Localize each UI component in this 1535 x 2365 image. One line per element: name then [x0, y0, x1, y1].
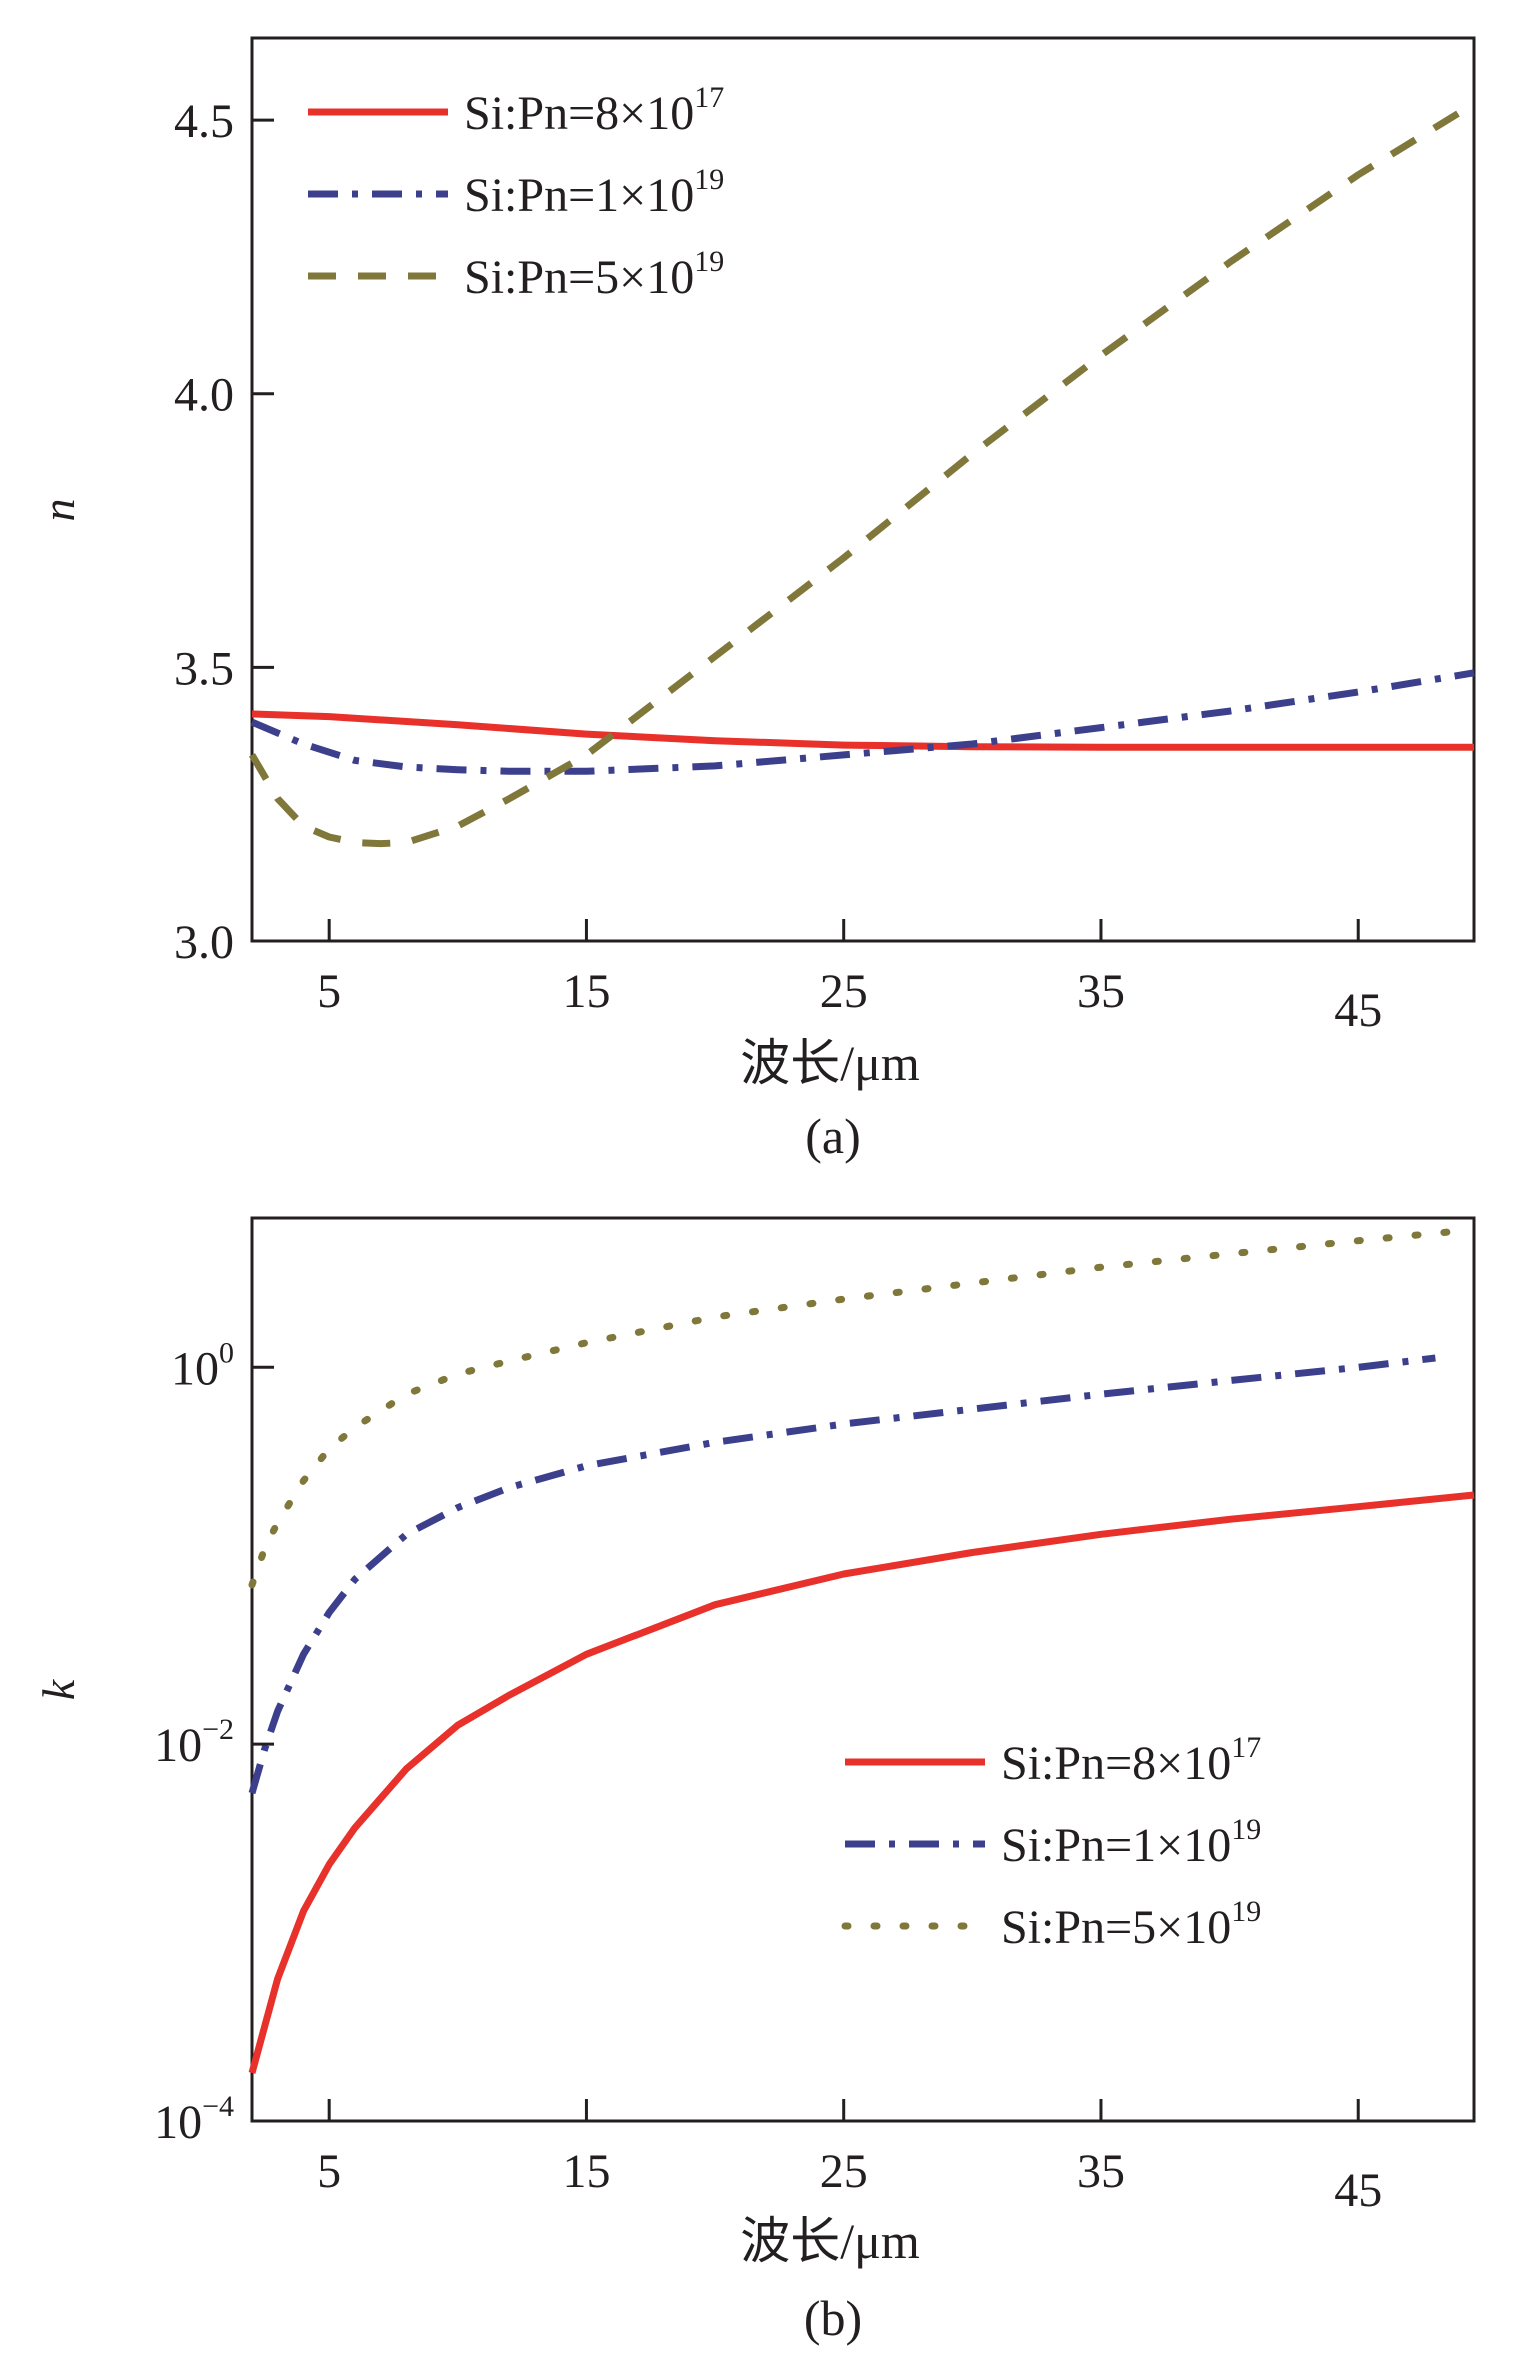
panel-b-y-axis-label: k [33, 1678, 84, 1700]
panel-b-y-tick-label: 10−2 [154, 1713, 234, 1772]
panel-b-x-axis-label: 波长/μm [740, 2213, 920, 2269]
panel-b-series-1-line [248, 1491, 1475, 2074]
panel-a-y-tick-label: 4.0 [174, 369, 234, 422]
panel-a-x-tick-label: 35 [1077, 965, 1125, 1018]
panel-a-x-tick-label: 25 [820, 965, 868, 1018]
panel-a-x-tick-label: 45 [1334, 984, 1382, 1037]
panel-b-axes: 5 15 25 35 45 100 10−2 10−4 [154, 1336, 1382, 2217]
panel-a-y-axis-label: n [33, 499, 84, 522]
panel-b-legend-label-2: Si:Pn=1×1019 [1001, 1813, 1261, 1872]
panel-a-legend-label-2: Si:Pn=1×1019 [464, 163, 724, 222]
panel-b-x-tick-label: 25 [820, 2145, 868, 2198]
panel-a-legend: Si:Pn=8×1017 Si:Pn=1×1019 Si:Pn=5×1019 [308, 81, 724, 304]
panel-b-legend-label-3: Si:Pn=5×1019 [1001, 1895, 1261, 1954]
panel-b-x-tick-label: 15 [562, 2145, 610, 2198]
panel-a-x-tick-label: 15 [562, 965, 610, 1018]
panel-b-legend: Si:Pn=8×1017 Si:Pn=1×1019 Si:Pn=5×1019 [841, 1731, 1261, 1954]
panel-b-curves [248, 1227, 1475, 2074]
panel-b-x-tick-label: 45 [1334, 2164, 1382, 2217]
panel-b-y-tick-label: 100 [171, 1336, 234, 1395]
panel-a-legend-label-3: Si:Pn=5×1019 [464, 245, 724, 304]
panel-a-x-axis-label: 波长/μm [740, 1035, 920, 1091]
panel-a-axes: 5 15 25 35 45 3.0 3.5 4.0 4.5 [174, 95, 1382, 1037]
panel-a-caption: (a) [805, 1108, 861, 1164]
panel-b-x-tick-label: 35 [1077, 2145, 1125, 2198]
panel-a-y-tick-label: 3.0 [174, 916, 234, 969]
panel-a-curves [248, 100, 1476, 848]
panel-b-plot-frame [250, 1216, 1476, 2123]
panel-b-y-tick-label: 10−4 [154, 2090, 234, 2149]
panel-a-plot-frame [250, 36, 1476, 943]
panel-a-series-1-line [251, 710, 1474, 751]
panel-b-caption: (b) [804, 2290, 862, 2346]
panel-b-x-tick-label: 5 [317, 2145, 341, 2198]
panel-a-x-tick-label: 5 [317, 965, 341, 1018]
panel-b-series-3-line [248, 1227, 1465, 1589]
panel-a-legend-label-1: Si:Pn=8×1017 [464, 81, 724, 140]
panel-a-y-tick-label: 3.5 [174, 642, 234, 695]
panel-b-legend-label-1: Si:Pn=8×1017 [1001, 1731, 1261, 1790]
panel-b-extinction-coefficient-chart: 5 15 25 35 45 100 10−2 10−4 Si:Pn=8×1017 Si:Pn=1… [33, 1216, 1476, 2346]
panel-a-series-3-line [248, 100, 1476, 848]
panel-a-refractive-index-chart: 5 15 25 35 453.03.54.04.5 Si:Pn=8×1017Si:Pn=… [33, 36, 1476, 1164]
panel-a-y-tick-label: 4.5 [174, 95, 234, 148]
panel-a-series-2-line [250, 669, 1475, 775]
